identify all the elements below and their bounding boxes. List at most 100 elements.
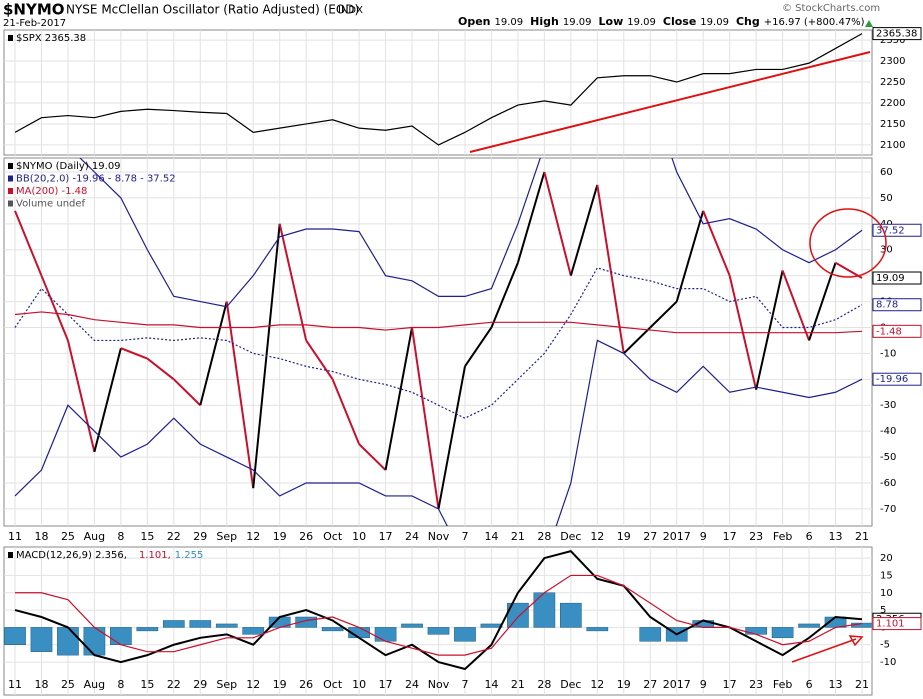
- y-tick-label: 5: [880, 605, 886, 616]
- x-tick-label: 13: [829, 678, 843, 691]
- line-series: [15, 574, 863, 656]
- x-tick-label: 29: [193, 530, 207, 543]
- line-segment: [675, 210, 705, 302]
- line-segment: [808, 262, 837, 341]
- arrow-head: [848, 635, 864, 647]
- histogram-bar: [321, 627, 344, 632]
- x-tick-label: Dec: [560, 530, 581, 543]
- histogram-bar: [639, 627, 662, 642]
- x-tick-label: 11: [8, 678, 22, 691]
- trend-line-annotation: [469, 51, 871, 153]
- quote-label: Close: [663, 15, 696, 28]
- y-tick-label: 2250: [880, 77, 905, 88]
- legend-label: 1.101,: [139, 550, 171, 561]
- histogram-bar: [295, 616, 317, 628]
- x-tick-label: 14: [484, 530, 498, 543]
- quote-value: 19.09: [563, 17, 592, 28]
- x-tick-label: 10: [352, 678, 366, 691]
- histogram-bar: [586, 627, 609, 632]
- line-segment: [225, 301, 255, 489]
- quote-value: 19.09: [495, 17, 524, 28]
- quote-label: Open: [458, 15, 491, 28]
- legend-label: BB(20,2.0) -19.96 - 8.78 - 37.52: [16, 174, 176, 185]
- x-tick-label: 28: [537, 678, 551, 691]
- line-segment: [437, 366, 466, 510]
- line-segment: [278, 223, 308, 341]
- y-tick-label: 60: [880, 167, 893, 178]
- line-segment: [781, 270, 810, 341]
- quote: Open 19.09 High 19.09 Low 19.09 Close 19.09 Chg +…: [458, 15, 865, 28]
- legend-label: Volume undef: [16, 199, 86, 210]
- value-box: [872, 617, 922, 631]
- histogram-bar: [162, 620, 185, 628]
- y-tick-label: -10: [880, 657, 896, 668]
- x-tick-label: 9: [700, 678, 707, 691]
- x-tick-label: 14: [484, 678, 498, 691]
- legend-swatch: [8, 163, 13, 169]
- legend-label: $NYMO (Daily) 19.09: [16, 161, 121, 172]
- x-tick-label: 21: [855, 678, 869, 691]
- histogram-bar: [4, 627, 26, 645]
- series-group: [4, 550, 872, 671]
- quote-value: 19.09: [627, 17, 656, 28]
- value-box: [872, 324, 922, 338]
- y-tick-label: -40: [880, 426, 896, 437]
- quote-label: Low: [599, 15, 624, 28]
- x-tick-label: Oct: [323, 530, 343, 543]
- histogram-bar: [401, 623, 423, 628]
- line-segment: [596, 184, 625, 354]
- x-tick-label: 6: [806, 678, 813, 691]
- histogram-bar: [136, 627, 159, 632]
- line-segment: [14, 210, 43, 277]
- x-tick-label: 12: [246, 530, 260, 543]
- x-tick-label: 12: [590, 678, 604, 691]
- line-segment: [305, 339, 334, 380]
- x-tick-label: Dec: [560, 678, 581, 691]
- histogram-bar: [189, 620, 212, 628]
- x-tick-label: 26: [299, 530, 313, 543]
- quote-value: 19.09: [700, 17, 729, 28]
- line-segment: [331, 378, 361, 445]
- x-tick-label: 9: [700, 530, 707, 543]
- y-tick-label: -10: [880, 348, 896, 359]
- value-box-label: 1.101: [876, 619, 905, 630]
- x-tick-label: 22: [167, 678, 181, 691]
- histogram-bar: [215, 623, 238, 628]
- x-tick-label: 27: [643, 678, 657, 691]
- line-segment: [358, 443, 387, 471]
- line-segment: [490, 262, 519, 328]
- legend-label: 1.255: [175, 550, 204, 561]
- quote-label: Chg: [736, 15, 760, 28]
- histogram-bar: [454, 627, 476, 642]
- line-segment: [199, 301, 228, 406]
- line-segment: [543, 171, 572, 276]
- x-tick-label: 26: [299, 678, 313, 691]
- x-tick-label: 18: [34, 678, 48, 691]
- x-tick-label: 12: [246, 678, 260, 691]
- y-tick-label: -60: [880, 478, 896, 489]
- x-tick-label: 29: [193, 678, 207, 691]
- histogram-bar: [427, 627, 450, 635]
- histogram-bar: [480, 623, 503, 628]
- y-tick-label: -30: [880, 400, 896, 411]
- y-tick-label: 2300: [880, 56, 905, 67]
- x-tick-label: 10: [352, 530, 366, 543]
- x-tick-label: 19: [273, 530, 287, 543]
- line-segment: [173, 378, 201, 406]
- legend-label: MA(200) -1.48: [16, 186, 87, 197]
- x-tick-label: 18: [34, 530, 48, 543]
- line-segment: [464, 326, 493, 367]
- x-tick-label: 13: [829, 530, 843, 543]
- x-tick-label: 23: [749, 678, 763, 691]
- histogram-bar: [57, 627, 79, 656]
- x-tick-label: Sep: [216, 530, 237, 543]
- panel: 11 18 25 Aug 8 15 22 29 Sep 12 19 26 Oct 10 17 24 Nov 7 14…: [3, 157, 922, 543]
- legend-swatch: [8, 35, 13, 41]
- x-tick-label: 24: [405, 678, 419, 691]
- y-tick-label: -5: [880, 640, 890, 651]
- x-tick-label: 25: [61, 530, 75, 543]
- x-tick-label: 7: [461, 678, 468, 691]
- exchange: INDX: [338, 5, 363, 16]
- x-tick-label: 8: [117, 678, 124, 691]
